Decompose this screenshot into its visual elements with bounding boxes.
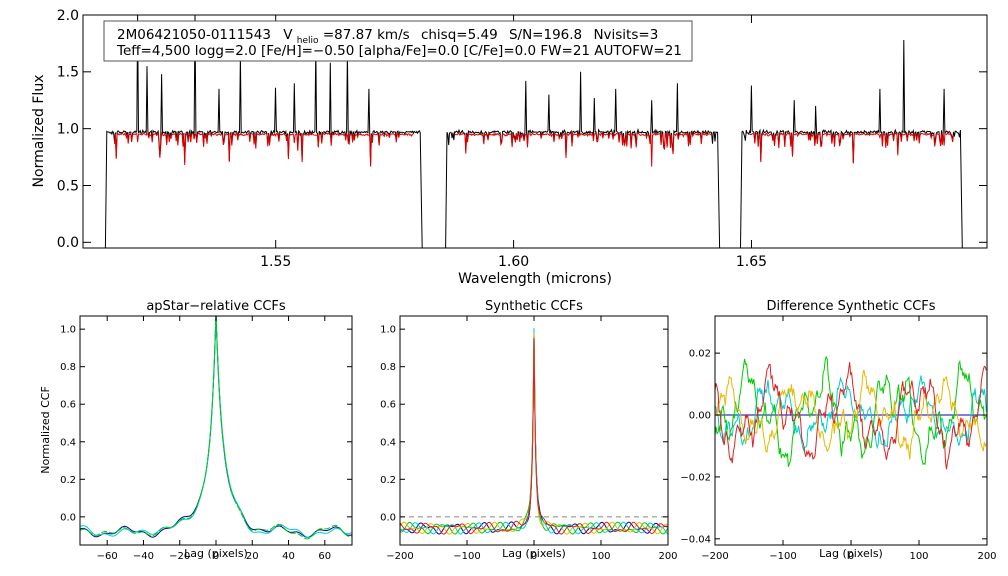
difference-ccf-lines: [715, 355, 987, 470]
x-tick-label: 1.65: [736, 254, 767, 270]
synthetic-ccf-title: Synthetic CCFs: [485, 299, 583, 314]
difference-ccf-xlabel: Lag (pixels): [819, 547, 883, 560]
x-tick-label: −200: [701, 551, 728, 562]
spectrum-ticks: 1.55 1.60 1.65 0.0 0.5 1.0 1.5 2.0: [57, 8, 987, 270]
y-tick-label: 1.0: [60, 325, 76, 336]
apstar-ccf-axes-frame: [79, 315, 353, 546]
vhelio-value: =87.87 km/s: [323, 27, 410, 43]
apstar-ccf-ylabel: Normalized CCF: [39, 386, 52, 474]
y-tick-label: 0.0: [380, 512, 396, 523]
y-tick-label: 0.0: [57, 235, 79, 251]
observed-spectrum-chip-3: [740, 39, 963, 248]
y-tick-label: 0.5: [57, 178, 79, 194]
x-tick-label: 100: [909, 551, 928, 562]
x-tick-label: 60: [318, 551, 331, 562]
model-spectrum-chip-2: [454, 131, 712, 167]
y-tick-label: 0.2: [60, 475, 76, 486]
x-tick-label: 0: [531, 551, 537, 562]
x-tick-label: −200: [386, 551, 413, 562]
x-tick-label: 0: [848, 551, 854, 562]
series-visit-3: [715, 369, 987, 460]
y-tick-label: 0.4: [380, 437, 396, 448]
x-tick-label: −20: [169, 551, 190, 562]
spectrum-xlabel: Wavelength (microns): [458, 271, 612, 287]
x-tick-label: −40: [133, 551, 154, 562]
series-visit-3: [80, 316, 352, 540]
apstar-ccf-xlabel: Lag (pixels): [184, 547, 248, 560]
apstar-ccf-title: apStar−relative CCFs: [146, 299, 286, 314]
y-tick-label: 2.0: [57, 8, 79, 24]
x-tick-label: −100: [453, 551, 480, 562]
x-tick-label: −60: [97, 551, 118, 562]
info-line-1: 2M06421050-0111543 V helio =87.87 km/s c…: [117, 27, 658, 47]
spectrum-lines: [104, 15, 963, 248]
info-box-frame: [103, 20, 693, 62]
synthetic-ccf-panel: Synthetic CCFs −200 −100 0 100 200 0.0 0.2 0.4 0…: [380, 299, 677, 562]
apstar-ccf-panel: apStar−relative CCFs −60 −40 −20 0 20 40 60 0.0…: [39, 299, 353, 562]
y-tick-label: 0.8: [380, 362, 396, 373]
synthetic-ccf-ticks: −200 −100 0 100 200 0.0 0.2 0.4 0.6 0.8 1.0: [380, 316, 678, 562]
object-id: 2M06421050-0111543: [117, 27, 271, 43]
series-visit-1: [80, 316, 352, 538]
apstar-ccf-lines: [80, 316, 352, 540]
model-spectrum-chip-3: [749, 132, 954, 164]
difference-ccf-title: Difference Synthetic CCFs: [766, 299, 935, 314]
y-tick-label: −0.04: [680, 534, 711, 545]
difference-ccf-panel: Difference Synthetic CCFs −200 −100 0 100 20…: [680, 299, 996, 562]
apstar-ccf-ticks: −60 −40 −20 0 20 40 60 0.0 0.2 0.4 0.6 0.8 1.0: [60, 316, 352, 562]
series-visit-4: [400, 338, 668, 535]
y-tick-label: 0.6: [380, 400, 396, 411]
y-tick-label: −0.02: [680, 472, 711, 483]
synthetic-ccf-lines: [400, 328, 668, 535]
x-tick-label: 1.60: [498, 254, 529, 270]
y-tick-label: 0.6: [60, 400, 76, 411]
spectrum-ylabel: Normalized Flux: [31, 75, 47, 188]
info-line-2: Teff=4,500 logg=2.0 [Fe/H]=−0.50 [alpha/…: [116, 43, 682, 59]
y-tick-label: 0.4: [60, 437, 76, 448]
observed-spectrum-chip-2: [445, 71, 721, 248]
y-tick-label: 0.8: [60, 362, 76, 373]
series-visit-2: [400, 332, 668, 535]
nvisits-value: Nvisits=3: [593, 27, 658, 43]
series-visit-2: [715, 355, 987, 467]
spectrum-panel: 1.55 1.60 1.65 0.0 0.5 1.0 1.5 2.0 2M06421050-0…: [31, 8, 988, 287]
chisq-value: chisq=5.49: [421, 27, 498, 43]
spectrum-axes-frame: [82, 14, 988, 249]
x-tick-label: 200: [977, 551, 996, 562]
y-tick-label: 0.00: [689, 411, 711, 422]
x-tick-label: 20: [246, 551, 259, 562]
series-visit-4: [715, 362, 987, 470]
y-tick-label: 1.0: [57, 122, 79, 138]
y-tick-label: 0.02: [689, 349, 711, 360]
series-visit-2: [80, 316, 352, 539]
x-tick-label: −100: [769, 551, 796, 562]
difference-ccf-ticks: −200 −100 0 100 200 −0.04 −0.02 0.00 0.02: [680, 316, 997, 562]
x-tick-label: 1.55: [260, 254, 291, 270]
y-tick-label: 1.0: [380, 325, 396, 336]
model-spectrum-chip-1: [114, 131, 414, 167]
x-tick-label: 40: [282, 551, 295, 562]
spectrum-info-box: 2M06421050-0111543 V helio =87.87 km/s c…: [103, 20, 693, 62]
vhelio-label: V: [283, 27, 293, 43]
x-tick-label: 200: [658, 551, 677, 562]
series-visit-3: [400, 333, 668, 535]
snr-value: S/N=196.8: [509, 27, 582, 43]
y-tick-label: 1.5: [57, 65, 79, 81]
x-tick-label: 100: [591, 551, 610, 562]
vhelio-subscript: helio: [297, 36, 319, 46]
x-tick-label: 0: [213, 551, 219, 562]
y-tick-label: 0.2: [380, 475, 396, 486]
synthetic-ccf-xlabel: Lag (pixels): [502, 547, 566, 560]
y-tick-label: 0.0: [60, 512, 76, 523]
